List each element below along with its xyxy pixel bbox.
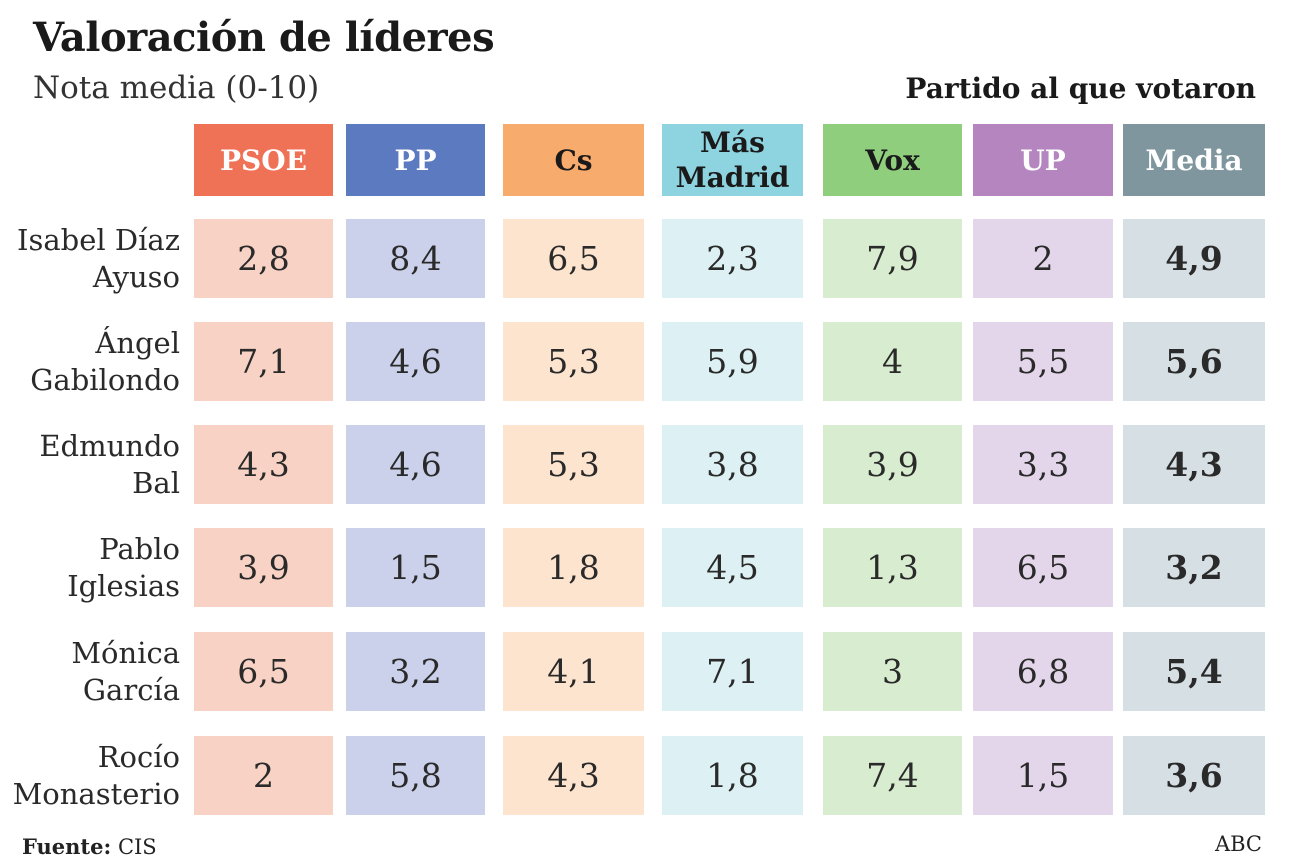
rating-cell: 1,8 (662, 736, 803, 815)
rating-cell: 4,6 (346, 425, 485, 504)
rating-cell: 3,2 (346, 632, 485, 711)
average-cell: 3,6 (1123, 736, 1265, 815)
column-header-pp: PP (346, 124, 485, 196)
rating-cell: 7,4 (823, 736, 962, 815)
rating-cell: 3,9 (194, 528, 333, 607)
rating-cell: 5,5 (973, 322, 1113, 401)
rating-cell: 4,3 (194, 425, 333, 504)
column-header-mas-madrid: Más Madrid (662, 124, 803, 196)
rating-cell: 7,9 (823, 219, 962, 298)
rating-cell: 3,3 (973, 425, 1113, 504)
row-label: Rocío Monasterio (12, 740, 180, 811)
rating-cell: 4,6 (346, 322, 485, 401)
rating-cell: 4,3 (503, 736, 644, 815)
rating-cell: 4 (823, 322, 962, 401)
rating-cell: 5,3 (503, 322, 644, 401)
rating-cell: 6,5 (503, 219, 644, 298)
average-cell: 5,4 (1123, 632, 1265, 711)
rating-cell: 5,8 (346, 736, 485, 815)
rating-cell: 2,8 (194, 219, 333, 298)
rating-cell: 6,5 (973, 528, 1113, 607)
chart-title: Valoración de líderes (33, 14, 495, 61)
rating-cell: 2 (973, 219, 1113, 298)
publisher-brand: ABC (1214, 832, 1262, 856)
source-value: CIS (117, 835, 157, 859)
rating-cell: 5,3 (503, 425, 644, 504)
column-header-media: Media (1123, 124, 1265, 196)
rating-cell: 1,3 (823, 528, 962, 607)
column-header-cs: Cs (503, 124, 644, 196)
rating-cell: 4,5 (662, 528, 803, 607)
rating-cell: 1,5 (346, 528, 485, 607)
column-header-psoe: PSOE (194, 124, 333, 196)
rating-cell: 5,9 (662, 322, 803, 401)
rating-cell: 7,1 (194, 322, 333, 401)
chart-subtitle: Nota media (0-10) (33, 70, 320, 106)
rating-cell: 4,1 (503, 632, 644, 711)
source-note: Fuente: CIS (22, 834, 157, 859)
row-label: Mónica García (71, 636, 180, 707)
average-cell: 3,2 (1123, 528, 1265, 607)
rating-cell: 3,9 (823, 425, 962, 504)
average-cell: 4,3 (1123, 425, 1265, 504)
row-label: Ángel Gabilondo (30, 326, 180, 397)
average-cell: 4,9 (1123, 219, 1265, 298)
average-cell: 5,6 (1123, 322, 1265, 401)
source-label: Fuente: (22, 834, 112, 859)
rating-cell: 3 (823, 632, 962, 711)
column-group-label: Partido al que votaron (905, 72, 1256, 105)
rating-cell: 7,1 (662, 632, 803, 711)
rating-cell: 6,8 (973, 632, 1113, 711)
row-label: Isabel Díaz Ayuso (17, 223, 180, 294)
column-header-vox: Vox (823, 124, 962, 196)
rating-cell: 3,8 (662, 425, 803, 504)
row-label: Edmundo Bal (39, 429, 180, 500)
rating-cell: 6,5 (194, 632, 333, 711)
column-header-up: UP (973, 124, 1113, 196)
rating-cell: 2 (194, 736, 333, 815)
row-label: Pablo Iglesias (67, 532, 180, 603)
rating-cell: 1,5 (973, 736, 1113, 815)
rating-cell: 8,4 (346, 219, 485, 298)
rating-cell: 2,3 (662, 219, 803, 298)
rating-cell: 1,8 (503, 528, 644, 607)
